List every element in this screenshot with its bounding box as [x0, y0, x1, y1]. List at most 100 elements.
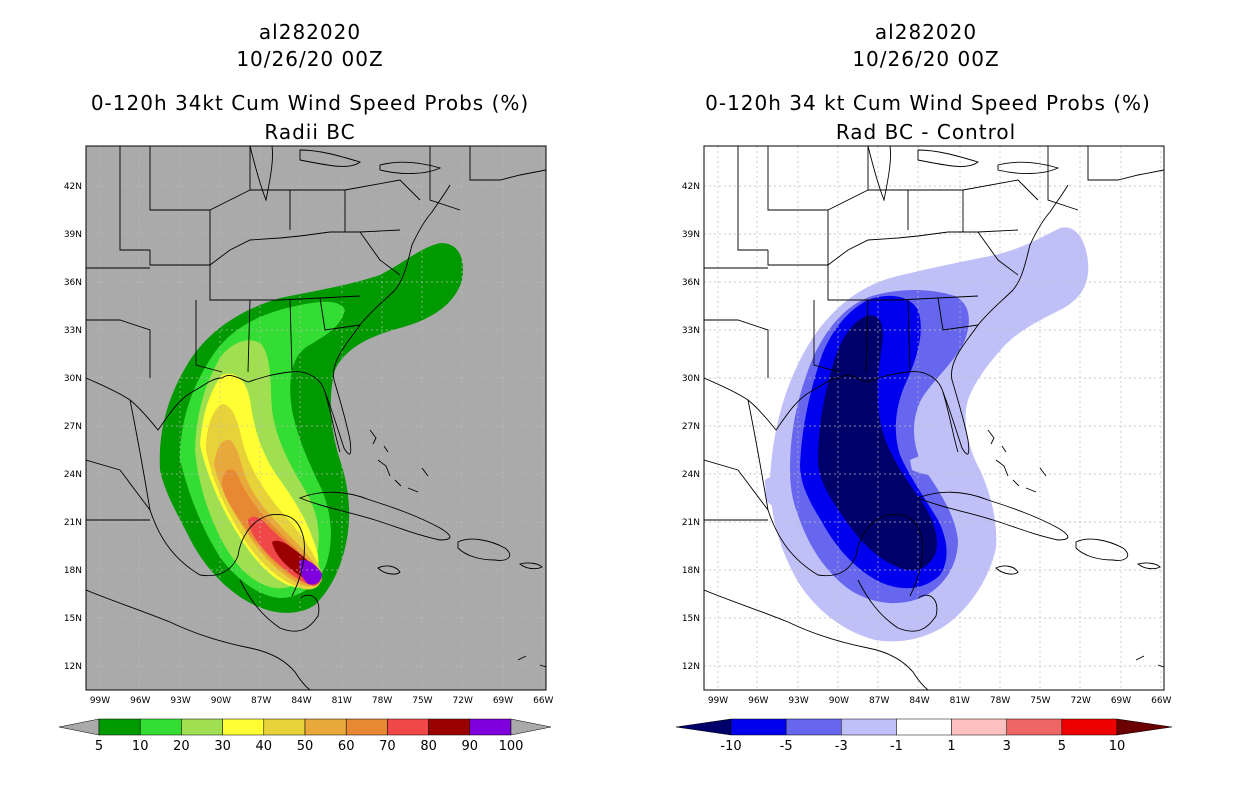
left-map-panel	[85, 145, 547, 691]
left-colorbar-swatch	[387, 718, 429, 736]
left-colorbar-label: 10	[132, 739, 149, 754]
left-lon-label: 72W	[453, 696, 473, 706]
right-lon-label: 72W	[1071, 696, 1091, 706]
left-lon-label: 90W	[211, 696, 231, 706]
left-lon-label: 84W	[291, 696, 311, 706]
left-colorbar-label: 70	[379, 739, 396, 754]
left-lat-label: 12N	[64, 662, 82, 672]
right-lon-label: 90W	[829, 696, 849, 706]
left-colorbar-label: 5	[95, 739, 103, 754]
right-date: 10/26/20 00Z	[852, 47, 1000, 71]
left-lat-label: 18N	[64, 566, 82, 576]
left-colorbar-swatch	[222, 718, 265, 736]
left-lon-label: 66W	[533, 696, 553, 706]
right-lon-label: 84W	[909, 696, 929, 706]
right-colorbar-over	[1116, 718, 1173, 736]
left-colorbar-label: 20	[173, 739, 190, 754]
right-storm-id: al282020	[874, 20, 978, 44]
left-lon-label: 87W	[251, 696, 271, 706]
left-longitude-labels: 99W 96W 93W 90W 87W 84W 81W 78W 75W 72W 69W 66W	[90, 696, 554, 706]
left-lat-label: 39N	[64, 230, 82, 240]
left-lat-label: 42N	[64, 182, 82, 192]
left-lat-label: 36N	[64, 278, 82, 288]
right-colorbar-label: -10	[720, 739, 741, 754]
right-colorbar-label: -1	[890, 739, 903, 754]
left-colorbar-label: 30	[214, 739, 231, 754]
right-colorbar-label: 1	[947, 739, 955, 754]
left-lon-label: 81W	[332, 696, 352, 706]
left-colorbar-swatch	[304, 718, 347, 736]
right-lon-label: 66W	[1151, 696, 1171, 706]
right-lon-label: 87W	[869, 696, 889, 706]
right-lon-label: 93W	[788, 696, 808, 706]
right-lat-label: 30N	[682, 374, 700, 384]
left-subtitle: Radii BC	[264, 120, 356, 144]
left-colorbar-swatch	[345, 718, 388, 736]
right-lat-label: 27N	[682, 422, 700, 432]
right-lon-label: 69W	[1111, 696, 1131, 706]
left-colorbar-label: 40	[256, 739, 273, 754]
right-subtitle: Rad BC - Control	[835, 120, 1017, 144]
left-probability-contours	[86, 146, 546, 690]
right-difference-contours	[704, 146, 1164, 690]
right-colorbar-swatch	[896, 718, 952, 736]
left-colorbar-swatch	[181, 718, 223, 736]
right-colorbar-label: 10	[1109, 739, 1126, 754]
right-lat-label: 33N	[682, 326, 700, 336]
right-lat-label: 24N	[682, 470, 700, 480]
left-lon-label: 99W	[90, 696, 110, 706]
left-title: 0-120h 34kt Cum Wind Speed Probs (%)	[90, 91, 530, 115]
left-colorbar-over	[510, 718, 552, 736]
right-map-frame	[703, 145, 1165, 691]
left-lat-label: 30N	[64, 374, 82, 384]
left-latitude-labels: 42N 39N 36N 33N 30N 27N 24N 21N 18N 15N 12N	[64, 182, 82, 672]
right-lat-label: 39N	[682, 230, 700, 240]
right-colorbar: -10 -5 -3 -1 1 3 5 10	[675, 718, 1173, 754]
right-lat-label: 36N	[682, 278, 700, 288]
left-lat-label: 24N	[64, 470, 82, 480]
left-colorbar-swatch	[469, 718, 512, 736]
left-colorbar-label: 60	[338, 739, 355, 754]
left-colorbar-label: 50	[297, 739, 314, 754]
right-colorbar-swatch	[1006, 718, 1063, 736]
left-lat-label: 21N	[64, 518, 82, 528]
left-map-frame	[85, 145, 547, 691]
right-title: 0-120h 34 kt Cum Wind Speed Probs (%)	[705, 91, 1151, 115]
left-colorbar-swatch	[139, 718, 182, 736]
right-colorbar-label: -3	[835, 739, 848, 754]
left-lat-label: 33N	[64, 326, 82, 336]
right-colorbar-swatch	[951, 718, 1007, 736]
right-lat-label: 21N	[682, 518, 700, 528]
left-colorbar-under	[58, 718, 100, 736]
right-lat-label: 42N	[682, 182, 700, 192]
right-colorbar-swatch	[1061, 718, 1118, 736]
right-colorbar-swatch	[841, 718, 897, 736]
left-colorbar: 5 10 20 30 40 50 60 70 80 90 100	[58, 718, 552, 754]
right-lon-label: 96W	[748, 696, 768, 706]
right-colorbar-swatch	[785, 718, 842, 736]
left-lat-label: 27N	[64, 422, 82, 432]
left-colorbar-label: 100	[499, 739, 524, 754]
left-lon-label: 69W	[493, 696, 513, 706]
right-lon-label: 81W	[950, 696, 970, 706]
right-colorbar-label: 3	[1003, 739, 1011, 754]
right-lon-label: 99W	[708, 696, 728, 706]
left-storm-id: al282020	[258, 20, 362, 44]
left-colorbar-label: 90	[462, 739, 479, 754]
right-colorbar-label: -5	[780, 739, 793, 754]
left-lon-label: 78W	[372, 696, 392, 706]
left-lon-label: 96W	[130, 696, 150, 706]
left-colorbar-label: 80	[420, 739, 437, 754]
right-colorbar-under	[675, 718, 732, 736]
left-colorbar-swatch	[428, 718, 471, 736]
right-lon-label: 75W	[1030, 696, 1050, 706]
left-colorbar-swatch	[98, 718, 141, 736]
left-date: 10/26/20 00Z	[236, 47, 384, 71]
right-latitude-labels: 42N 39N 36N 33N 30N 27N 24N 21N 18N 15N 12N	[682, 182, 700, 672]
left-lon-label: 93W	[170, 696, 190, 706]
right-lat-label: 18N	[682, 566, 700, 576]
right-lat-label: 15N	[682, 614, 700, 624]
right-colorbar-label: 5	[1058, 739, 1066, 754]
right-colorbar-swatch	[730, 718, 787, 736]
